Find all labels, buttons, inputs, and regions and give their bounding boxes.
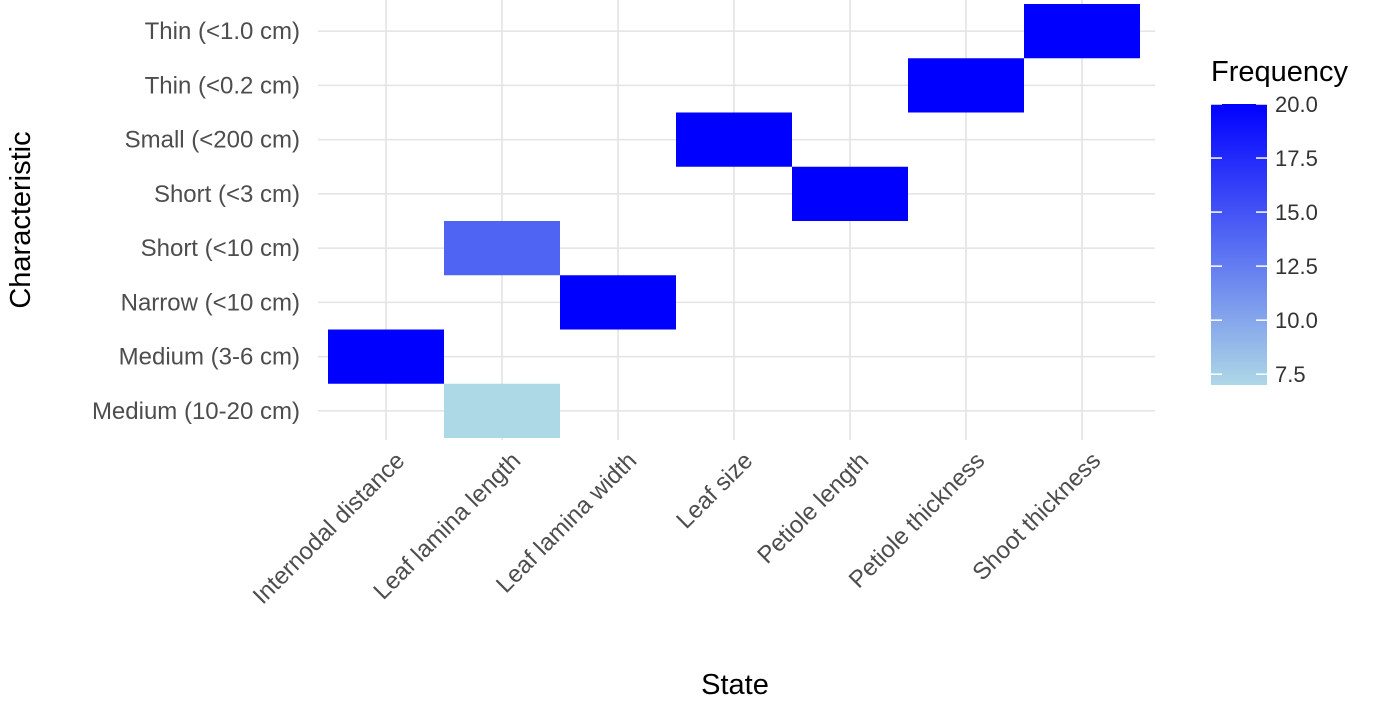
legend-tick-label: 20.0: [1275, 92, 1318, 117]
legend-colorbar: [1211, 104, 1267, 385]
legend: Frequency 7.5 10.0 12.5 15.0 17.5 20.0: [1211, 56, 1349, 387]
y-tick-label: Medium (3-6 cm): [119, 344, 300, 371]
y-axis-title: Characteristic: [5, 131, 37, 308]
legend-title: Frequency: [1211, 56, 1349, 88]
legend-tick-label: 17.5: [1275, 146, 1318, 171]
legend-tick-label: 12.5: [1275, 254, 1318, 279]
legend-tick-label: 15.0: [1275, 200, 1318, 225]
y-tick-label: Thin (<0.2 cm): [145, 72, 300, 99]
heatmap-cell: [444, 383, 560, 438]
heatmap-cell: [328, 329, 444, 384]
x-axis-title: State: [701, 669, 769, 701]
y-tick-label: Small (<200 cm): [125, 127, 300, 154]
y-tick-label: Short (<10 cm): [141, 235, 300, 262]
heatmap-cell: [908, 58, 1024, 113]
heatmap-cell: [560, 275, 676, 330]
heatmap-cells: [328, 4, 1140, 438]
x-tick-label: Leaf size: [671, 447, 758, 534]
heatmap-cell: [676, 112, 792, 167]
y-tick-label: Short (<3 cm): [154, 181, 300, 208]
y-tick-label: Medium (10-20 cm): [92, 398, 300, 425]
x-tick-label: Petiole length: [752, 447, 874, 569]
heatmap-cell: [1024, 4, 1140, 59]
y-axis-tick-labels: Medium (10-20 cm) Medium (3-6 cm) Narrow (…: [92, 18, 300, 425]
legend-tick-label: 10.0: [1275, 308, 1318, 333]
legend-tick-label: 7.5: [1275, 362, 1306, 387]
heatmap-cell: [444, 221, 560, 276]
y-tick-label: Thin (<1.0 cm): [145, 18, 300, 45]
heatmap-cell: [792, 166, 908, 221]
y-tick-label: Narrow (<10 cm): [121, 289, 300, 316]
